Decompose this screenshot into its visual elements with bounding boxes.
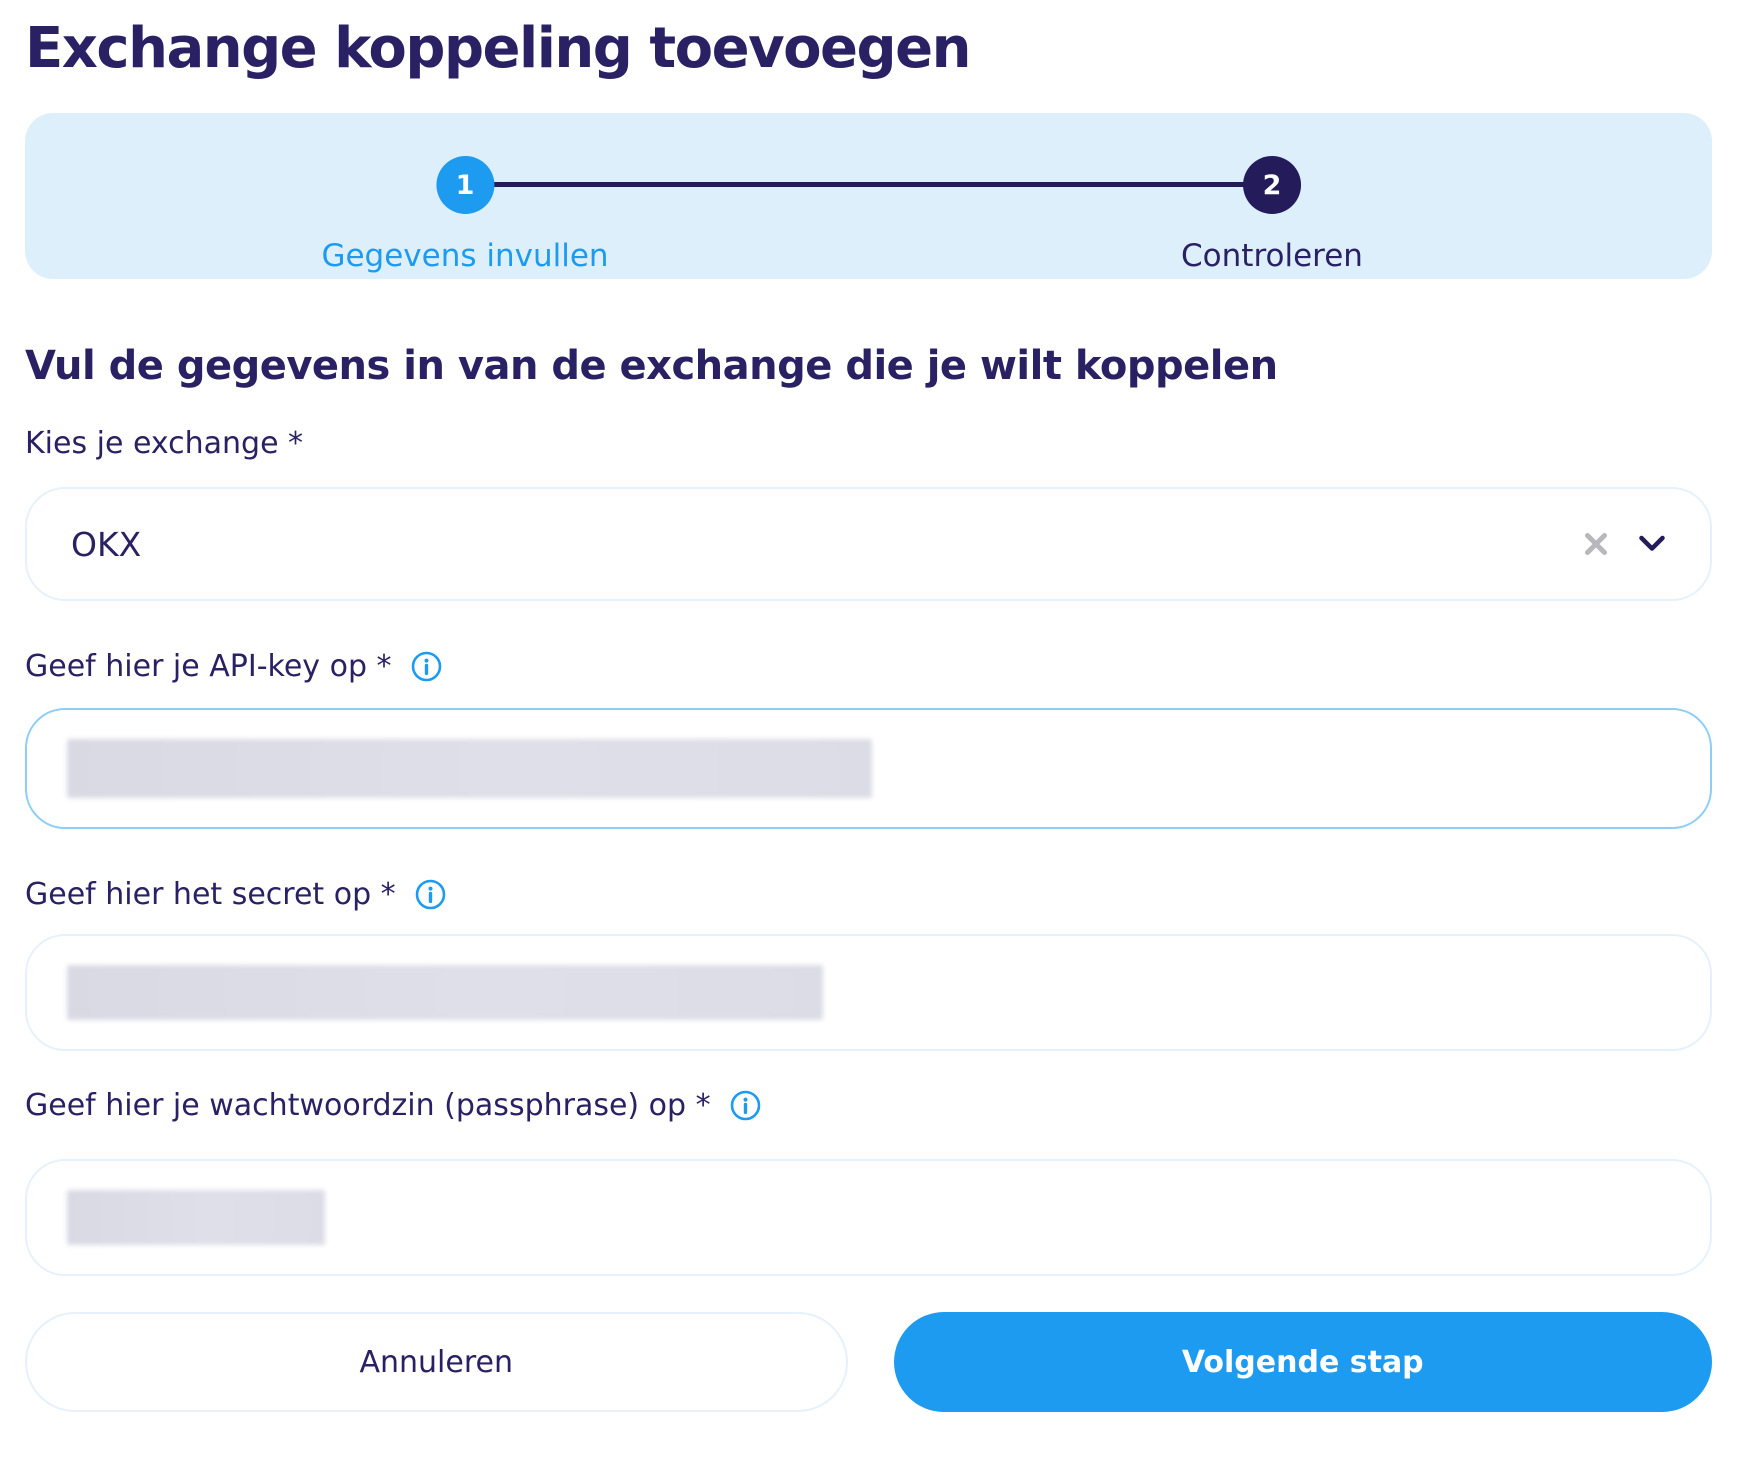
stepper-connector-line <box>465 182 1272 187</box>
stepper-step-1: 1 Gegevens invullen <box>321 113 609 274</box>
passphrase-label-text: Geef hier je wachtwoordzin (passphrase) … <box>25 1088 711 1123</box>
api-key-field-label: Geef hier je API-key op * <box>25 649 1712 684</box>
exchange-selected-value: OKX <box>71 524 142 564</box>
next-step-button[interactable]: Volgende stap <box>893 1312 1712 1412</box>
exchange-label-text: Kies je exchange * <box>25 426 304 461</box>
api-key-info-icon[interactable] <box>410 650 443 683</box>
step-2-label: Controleren <box>1181 238 1363 274</box>
page: Exchange koppeling toevoegen 1 Gegevens … <box>0 16 1740 1412</box>
stepper-step-2: 2 Controleren <box>1181 113 1363 274</box>
chevron-down-icon[interactable] <box>1638 535 1666 553</box>
step-1-indicator: 1 <box>436 156 494 214</box>
passphrase-input[interactable] <box>25 1159 1712 1276</box>
step-2-indicator: 2 <box>1242 156 1301 214</box>
clear-selection-icon[interactable] <box>1580 528 1612 560</box>
secret-info-icon[interactable] <box>414 878 447 911</box>
passphrase-info-icon[interactable] <box>729 1089 762 1122</box>
step-1-label: Gegevens invullen <box>321 238 609 274</box>
secret-input[interactable] <box>25 934 1712 1051</box>
cancel-button[interactable]: Annuleren <box>25 1312 848 1412</box>
progress-stepper: 1 Gegevens invullen 2 Controleren <box>25 113 1712 279</box>
api-key-redacted-value <box>67 739 872 798</box>
secret-redacted-value <box>67 965 823 1020</box>
secret-field-label: Geef hier het secret op * <box>25 877 1712 912</box>
page-title: Exchange koppeling toevoegen <box>25 16 971 81</box>
exchange-select[interactable]: OKX <box>25 487 1712 601</box>
form-heading: Vul de gegevens in van de exchange die j… <box>25 343 1278 389</box>
api-key-label-text: Geef hier je API-key op * <box>25 649 392 684</box>
passphrase-redacted-value <box>67 1190 325 1245</box>
passphrase-field-label: Geef hier je wachtwoordzin (passphrase) … <box>25 1088 1712 1123</box>
secret-label-text: Geef hier het secret op * <box>25 877 396 912</box>
api-key-input[interactable] <box>25 708 1712 829</box>
form-actions: Annuleren Volgende stap <box>25 1312 1712 1412</box>
exchange-field-label: Kies je exchange * <box>25 426 1712 461</box>
